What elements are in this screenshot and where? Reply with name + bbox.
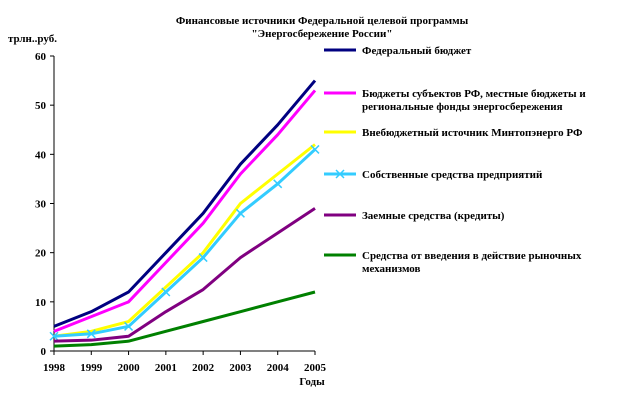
chart-title-line: "Энергосбережение России" <box>252 28 393 40</box>
y-tick-label: 30 <box>35 199 47 211</box>
x-tick-label: 2001 <box>155 362 177 374</box>
y-ticks: 0 10 20 30 40 50 60 <box>35 51 54 358</box>
legend-label: Средства от введения в действие рыночных <box>362 250 582 262</box>
legend-label: Бюджеты субъектов РФ, местные бюджеты и <box>362 88 586 100</box>
y-tick-label: 40 <box>35 149 47 161</box>
x-ticks: 1998 1999 2000 2001 2002 2003 2004 2005 <box>43 351 327 374</box>
data-point-marker <box>198 253 208 263</box>
series-line-2 <box>53 143 316 338</box>
legend-item: Средства от введения в действие рыночных… <box>324 250 582 275</box>
x-tick-label: 1998 <box>43 362 66 374</box>
legend-item: Внебюджетный источник Минтопэнерго РФ <box>324 127 583 139</box>
y-tick-label: 20 <box>35 248 47 260</box>
legend: Федеральный бюджет Бюджеты субъектов РФ, … <box>324 45 586 275</box>
chart-title: Финансовые источники Федеральной целевой… <box>176 15 469 40</box>
x-tick-label: 2002 <box>192 362 215 374</box>
data-point-marker <box>161 287 171 297</box>
series-line-0 <box>53 79 317 328</box>
legend-label: региональные фонды энергосбережения <box>362 101 563 113</box>
y-tick-label: 60 <box>35 51 47 63</box>
legend-label: Заемные средства (кредиты) <box>362 210 505 222</box>
y-tick-label: 0 <box>41 346 47 358</box>
data-point-marker <box>310 144 320 154</box>
series-line-5 <box>53 290 316 348</box>
x-axis-label: Годы <box>299 376 325 388</box>
x-tick-label: 2004 <box>267 362 290 374</box>
legend-label: Собственные средства предприятий <box>362 169 543 181</box>
chart-title-line: Финансовые источники Федеральной целевой… <box>176 15 469 27</box>
legend-item: Заемные средства (кредиты) <box>324 210 505 222</box>
data-point-marker <box>86 329 96 339</box>
axes <box>53 56 315 352</box>
series-lines <box>49 79 320 348</box>
legend-label: Федеральный бюджет <box>362 45 472 57</box>
x-tick-label: 2003 <box>229 362 252 374</box>
y-tick-label: 10 <box>35 297 47 309</box>
data-point-marker <box>124 321 134 331</box>
y-tick-label: 50 <box>35 100 47 112</box>
series-line-4 <box>53 207 316 343</box>
y-axis-label: трлн..руб. <box>8 33 57 45</box>
x-tick-label: 2000 <box>118 362 141 374</box>
legend-item: Бюджеты субъектов РФ, местные бюджеты ир… <box>324 88 586 113</box>
data-point-marker <box>235 208 245 218</box>
data-point-marker <box>49 331 59 341</box>
series-line-3 <box>53 148 317 338</box>
data-point-marker <box>273 179 283 189</box>
x-tick-label: 1999 <box>80 362 103 374</box>
legend-label: механизмов <box>362 263 421 275</box>
x-tick-label: 2005 <box>304 362 327 374</box>
legend-item: Собственные средства предприятий <box>324 169 543 181</box>
series-line-1 <box>53 89 317 333</box>
legend-item: Федеральный бюджет <box>324 45 472 57</box>
legend-label: Внебюджетный источник Минтопэнерго РФ <box>362 127 583 139</box>
